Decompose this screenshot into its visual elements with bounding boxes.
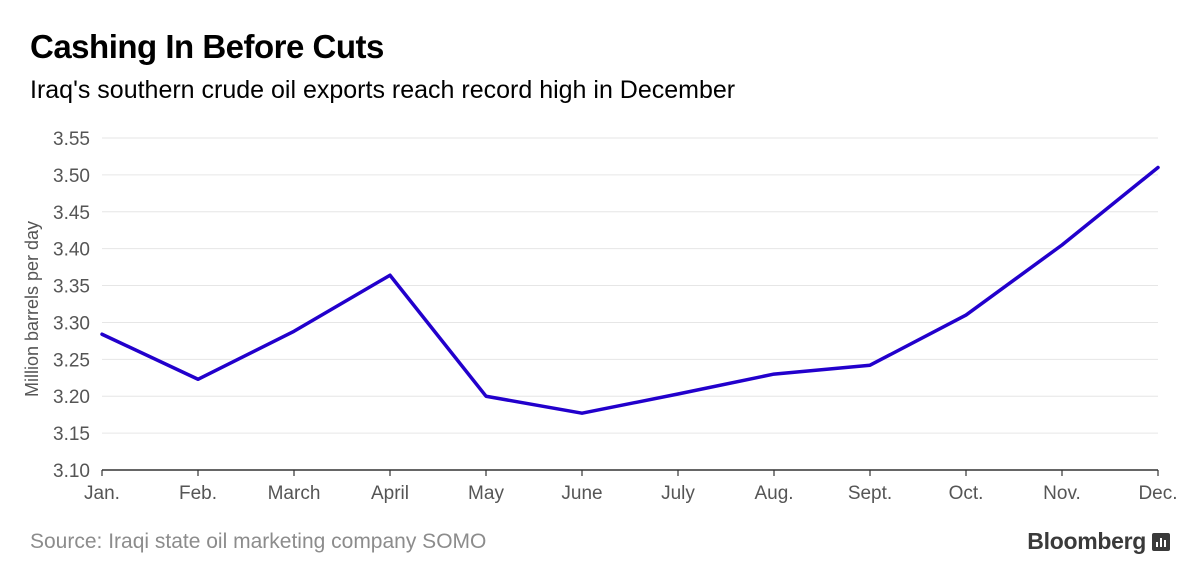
y-tick-label: 3.45 [53,203,90,224]
x-tick-label: April [371,483,409,504]
x-tick-label: June [561,483,602,504]
chart-title: Cashing In Before Cuts [30,28,384,65]
x-tick-label: May [468,483,504,504]
x-tick-label: Dec. [1138,483,1177,504]
line-chart: 3.10 3.15 3.20 3.25 3.30 3.35 3.40 3.45 3.50 3.55… [22,129,1178,504]
brand-name: Bloomberg [1027,528,1146,554]
x-tick-label: July [661,483,695,504]
x-tick-label: Feb. [179,483,217,504]
x-tick-label: Jan. [84,483,120,504]
source-note: Source: Iraqi state oil marketing compan… [30,530,487,553]
grid-lines [102,137,1158,434]
series-layer [100,165,1160,415]
y-tick-label: 3.35 [53,277,90,298]
x-tick-label: Nov. [1043,483,1081,504]
y-tick-label: 3.50 [53,166,90,187]
brand-logo: Bloomberg [1027,528,1170,555]
y-tick-label: 3.25 [53,350,90,371]
bloomberg-terminal-icon [1152,532,1170,551]
x-tick-label: Oct. [949,483,984,504]
y-axis-label: Million barrels per day [22,221,42,397]
y-tick-label: 3.30 [53,313,90,334]
x-tick-labels: Jan. Feb. March April May June July Aug. Sept. Oc… [84,470,1178,504]
series-line [100,165,1160,415]
y-tick-label: 3.20 [53,387,90,408]
x-tick-label: March [268,483,321,504]
y-tick-label: 3.55 [53,129,90,150]
y-tick-label: 3.40 [53,240,90,261]
x-tick-label: Aug. [754,483,793,504]
x-tick-label: Sept. [848,483,892,504]
chart-subtitle: Iraq's southern crude oil exports reach … [30,76,736,104]
y-tick-labels: 3.10 3.15 3.20 3.25 3.30 3.35 3.40 3.45 3.50 3.55 [53,129,90,482]
y-tick-label: 3.10 [53,461,90,482]
y-tick-label: 3.15 [53,424,90,445]
